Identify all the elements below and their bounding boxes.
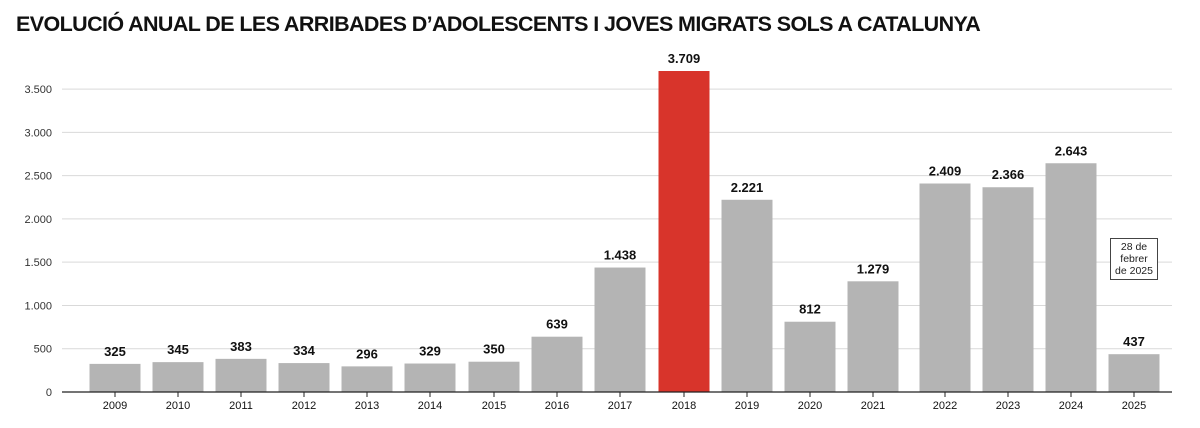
- x-tick-label: 2023: [996, 400, 1020, 412]
- x-tick-label: 2020: [798, 400, 822, 412]
- y-tick-label: 2.000: [24, 214, 52, 226]
- bar-2013: [341, 366, 393, 392]
- bar-2022: [919, 183, 971, 392]
- data-label: 350: [483, 342, 505, 357]
- y-tick-label: 3.500: [24, 84, 52, 96]
- data-label: 2.221: [731, 180, 764, 195]
- y-tick-label: 0: [46, 387, 52, 399]
- y-tick-label: 2.500: [24, 171, 52, 183]
- bar-2012: [278, 363, 330, 392]
- data-label: 3.709: [668, 51, 701, 66]
- x-tick-label: 2021: [861, 400, 885, 412]
- bar-2020: [784, 321, 836, 392]
- x-tick-label: 2010: [166, 400, 190, 412]
- bar-2011: [215, 358, 267, 392]
- data-label: 383: [230, 339, 252, 354]
- x-tick-label: 2017: [608, 400, 632, 412]
- data-label: 1.279: [857, 261, 890, 276]
- data-label: 329: [419, 344, 441, 359]
- annotation-box: 28 de febrer de 2025: [1110, 238, 1158, 280]
- bar-2018: [658, 71, 710, 392]
- bar-2024: [1045, 163, 1097, 392]
- bar-2025: [1108, 354, 1160, 392]
- x-tick-label: 2025: [1122, 400, 1146, 412]
- bar-2014: [404, 363, 456, 392]
- bar-2017: [594, 267, 646, 392]
- data-label: 296: [356, 346, 378, 361]
- bar-2009: [89, 363, 141, 392]
- chart-title: EVOLUCIÓ ANUAL DE LES ARRIBADES D’ADOLES…: [16, 12, 981, 36]
- x-tick-label: 2013: [355, 400, 379, 412]
- data-label: 437: [1123, 334, 1145, 349]
- bar-2021: [847, 281, 899, 392]
- data-label: 2.643: [1055, 143, 1088, 158]
- x-tick-label: 2016: [545, 400, 569, 412]
- data-label: 334: [293, 343, 315, 358]
- bar-2016: [531, 336, 583, 392]
- y-tick-label: 3.000: [24, 127, 52, 139]
- data-label: 2.366: [992, 167, 1025, 182]
- x-tick-label: 2022: [933, 400, 957, 412]
- x-tick-label: 2018: [672, 400, 696, 412]
- x-tick-label: 2009: [103, 400, 127, 412]
- y-tick-label: 1.000: [24, 300, 52, 312]
- x-tick-label: 2015: [482, 400, 506, 412]
- data-label: 2.409: [929, 164, 962, 179]
- data-label: 812: [799, 302, 821, 317]
- data-label: 639: [546, 317, 568, 332]
- data-label: 345: [167, 342, 189, 357]
- bar-2010: [152, 362, 204, 392]
- x-tick-label: 2014: [418, 400, 442, 412]
- x-tick-label: 2012: [292, 400, 316, 412]
- bar-2015: [468, 361, 520, 392]
- x-tick-label: 2011: [229, 400, 253, 412]
- data-label: 1.438: [604, 248, 637, 263]
- bar-2023: [982, 187, 1034, 392]
- bar-2019: [721, 199, 773, 392]
- y-tick-label: 500: [34, 344, 52, 356]
- x-tick-label: 2024: [1059, 400, 1083, 412]
- y-tick-label: 1.500: [24, 257, 52, 269]
- data-label: 325: [104, 344, 126, 359]
- x-tick-label: 2019: [735, 400, 759, 412]
